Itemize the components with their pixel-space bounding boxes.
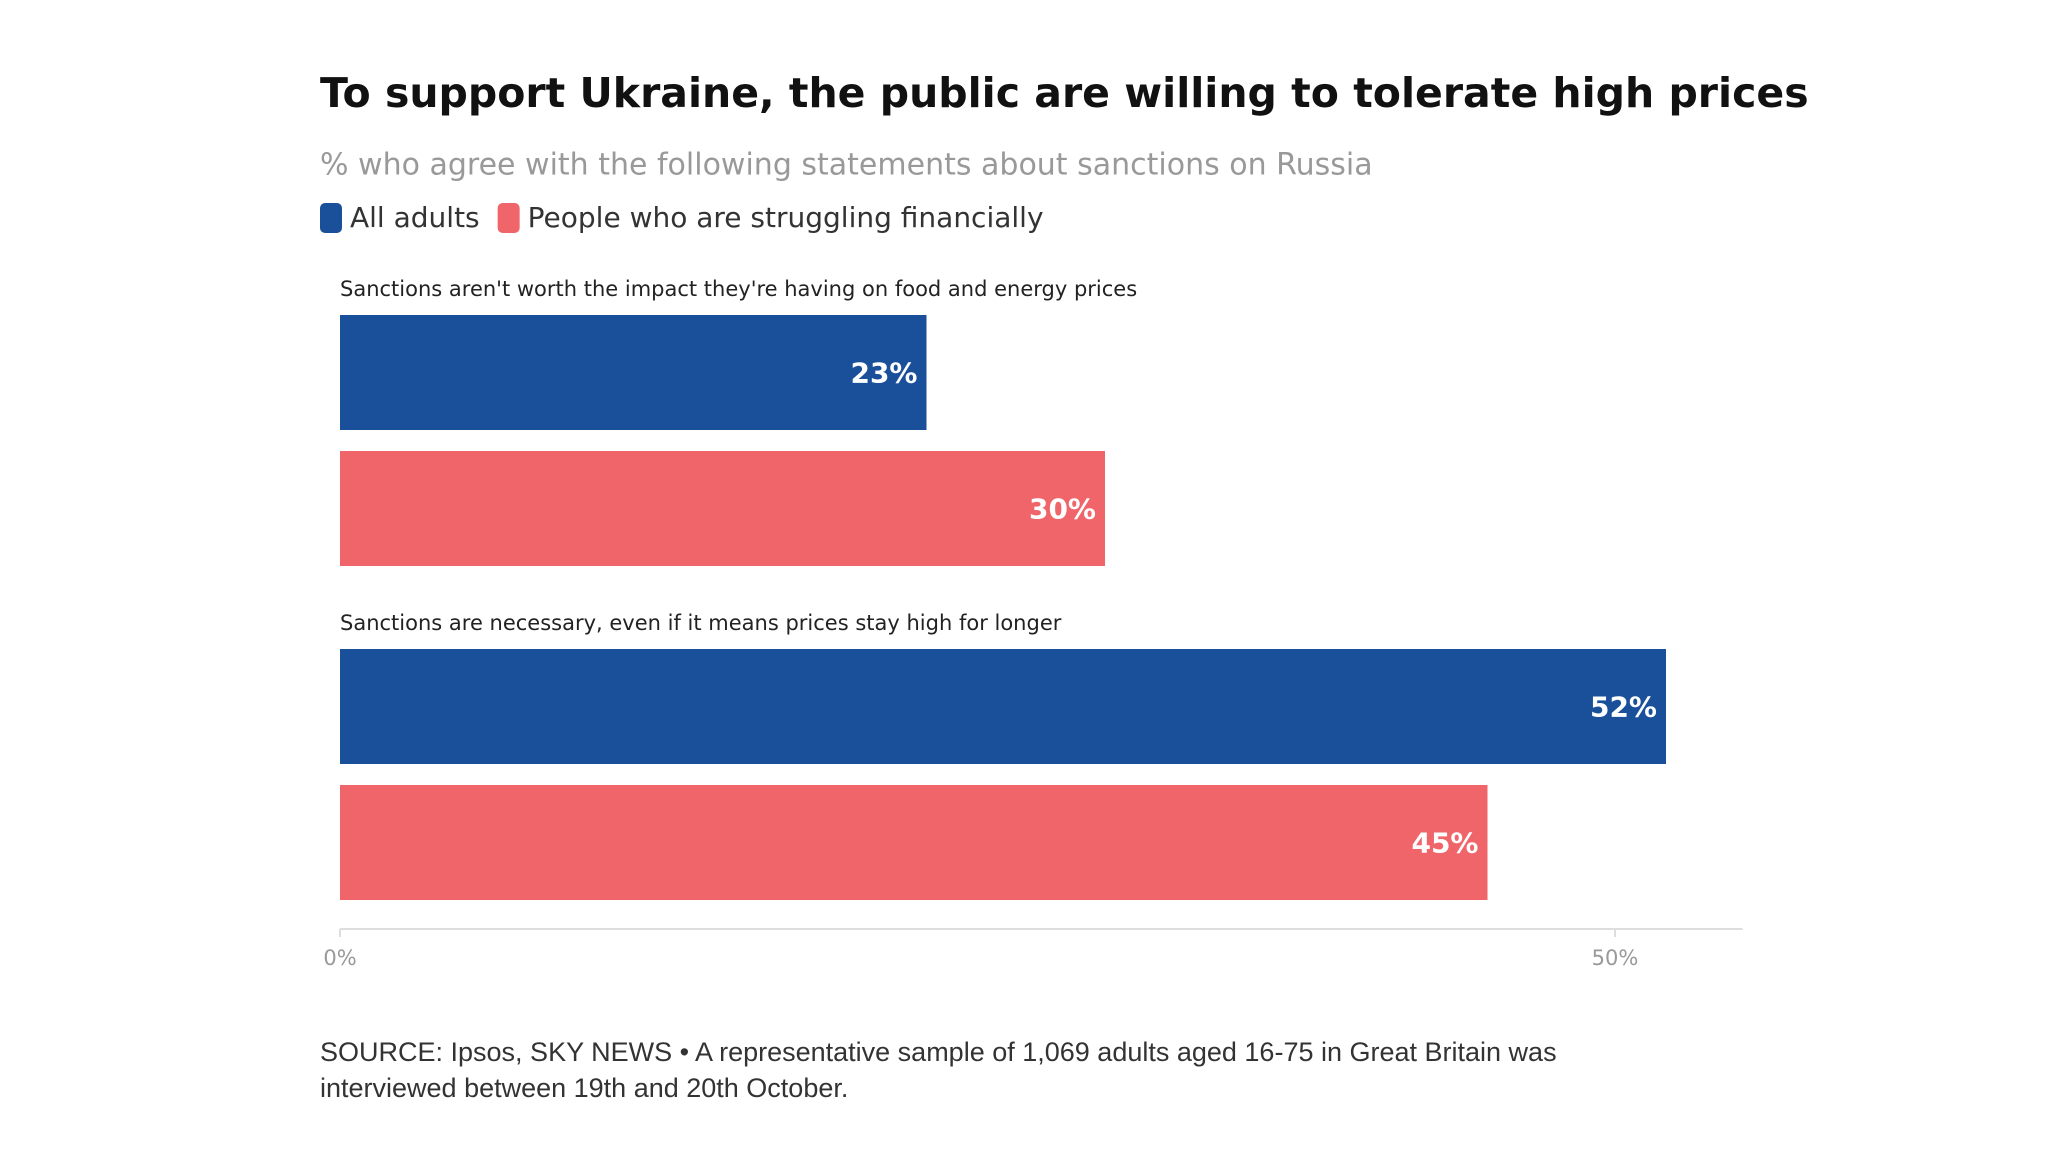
legend-label: All adults	[350, 201, 480, 234]
data-label: 45%	[1411, 827, 1478, 860]
data-label: 23%	[850, 357, 917, 390]
chart-title: To support Ukraine, the public are willi…	[320, 69, 1809, 117]
bar	[340, 451, 1105, 566]
category-label: Sanctions aren't worth the impact they'r…	[340, 277, 1137, 301]
legend-swatch	[320, 203, 342, 233]
source-note: SOURCE: Ipsos, SKY NEWS • A representati…	[320, 1037, 1557, 1103]
data-label: 30%	[1029, 493, 1096, 526]
legend-swatch	[497, 203, 520, 233]
bar	[340, 649, 1666, 764]
category-label: Sanctions are necessary, even if it mean…	[340, 611, 1062, 635]
legend-label: People who are struggling financially	[528, 201, 1044, 234]
data-label: 52%	[1590, 691, 1657, 724]
legend: All adults People who are struggling fina…	[320, 201, 1044, 234]
x-tick-label: 50%	[1592, 946, 1639, 970]
bar	[340, 785, 1488, 900]
chart: To support Ukraine, the public are willi…	[320, 69, 1809, 970]
chart-subtitle: % who agree with the following statement…	[320, 148, 1373, 183]
x-tick-label: 0%	[323, 946, 356, 970]
bar	[340, 315, 927, 430]
